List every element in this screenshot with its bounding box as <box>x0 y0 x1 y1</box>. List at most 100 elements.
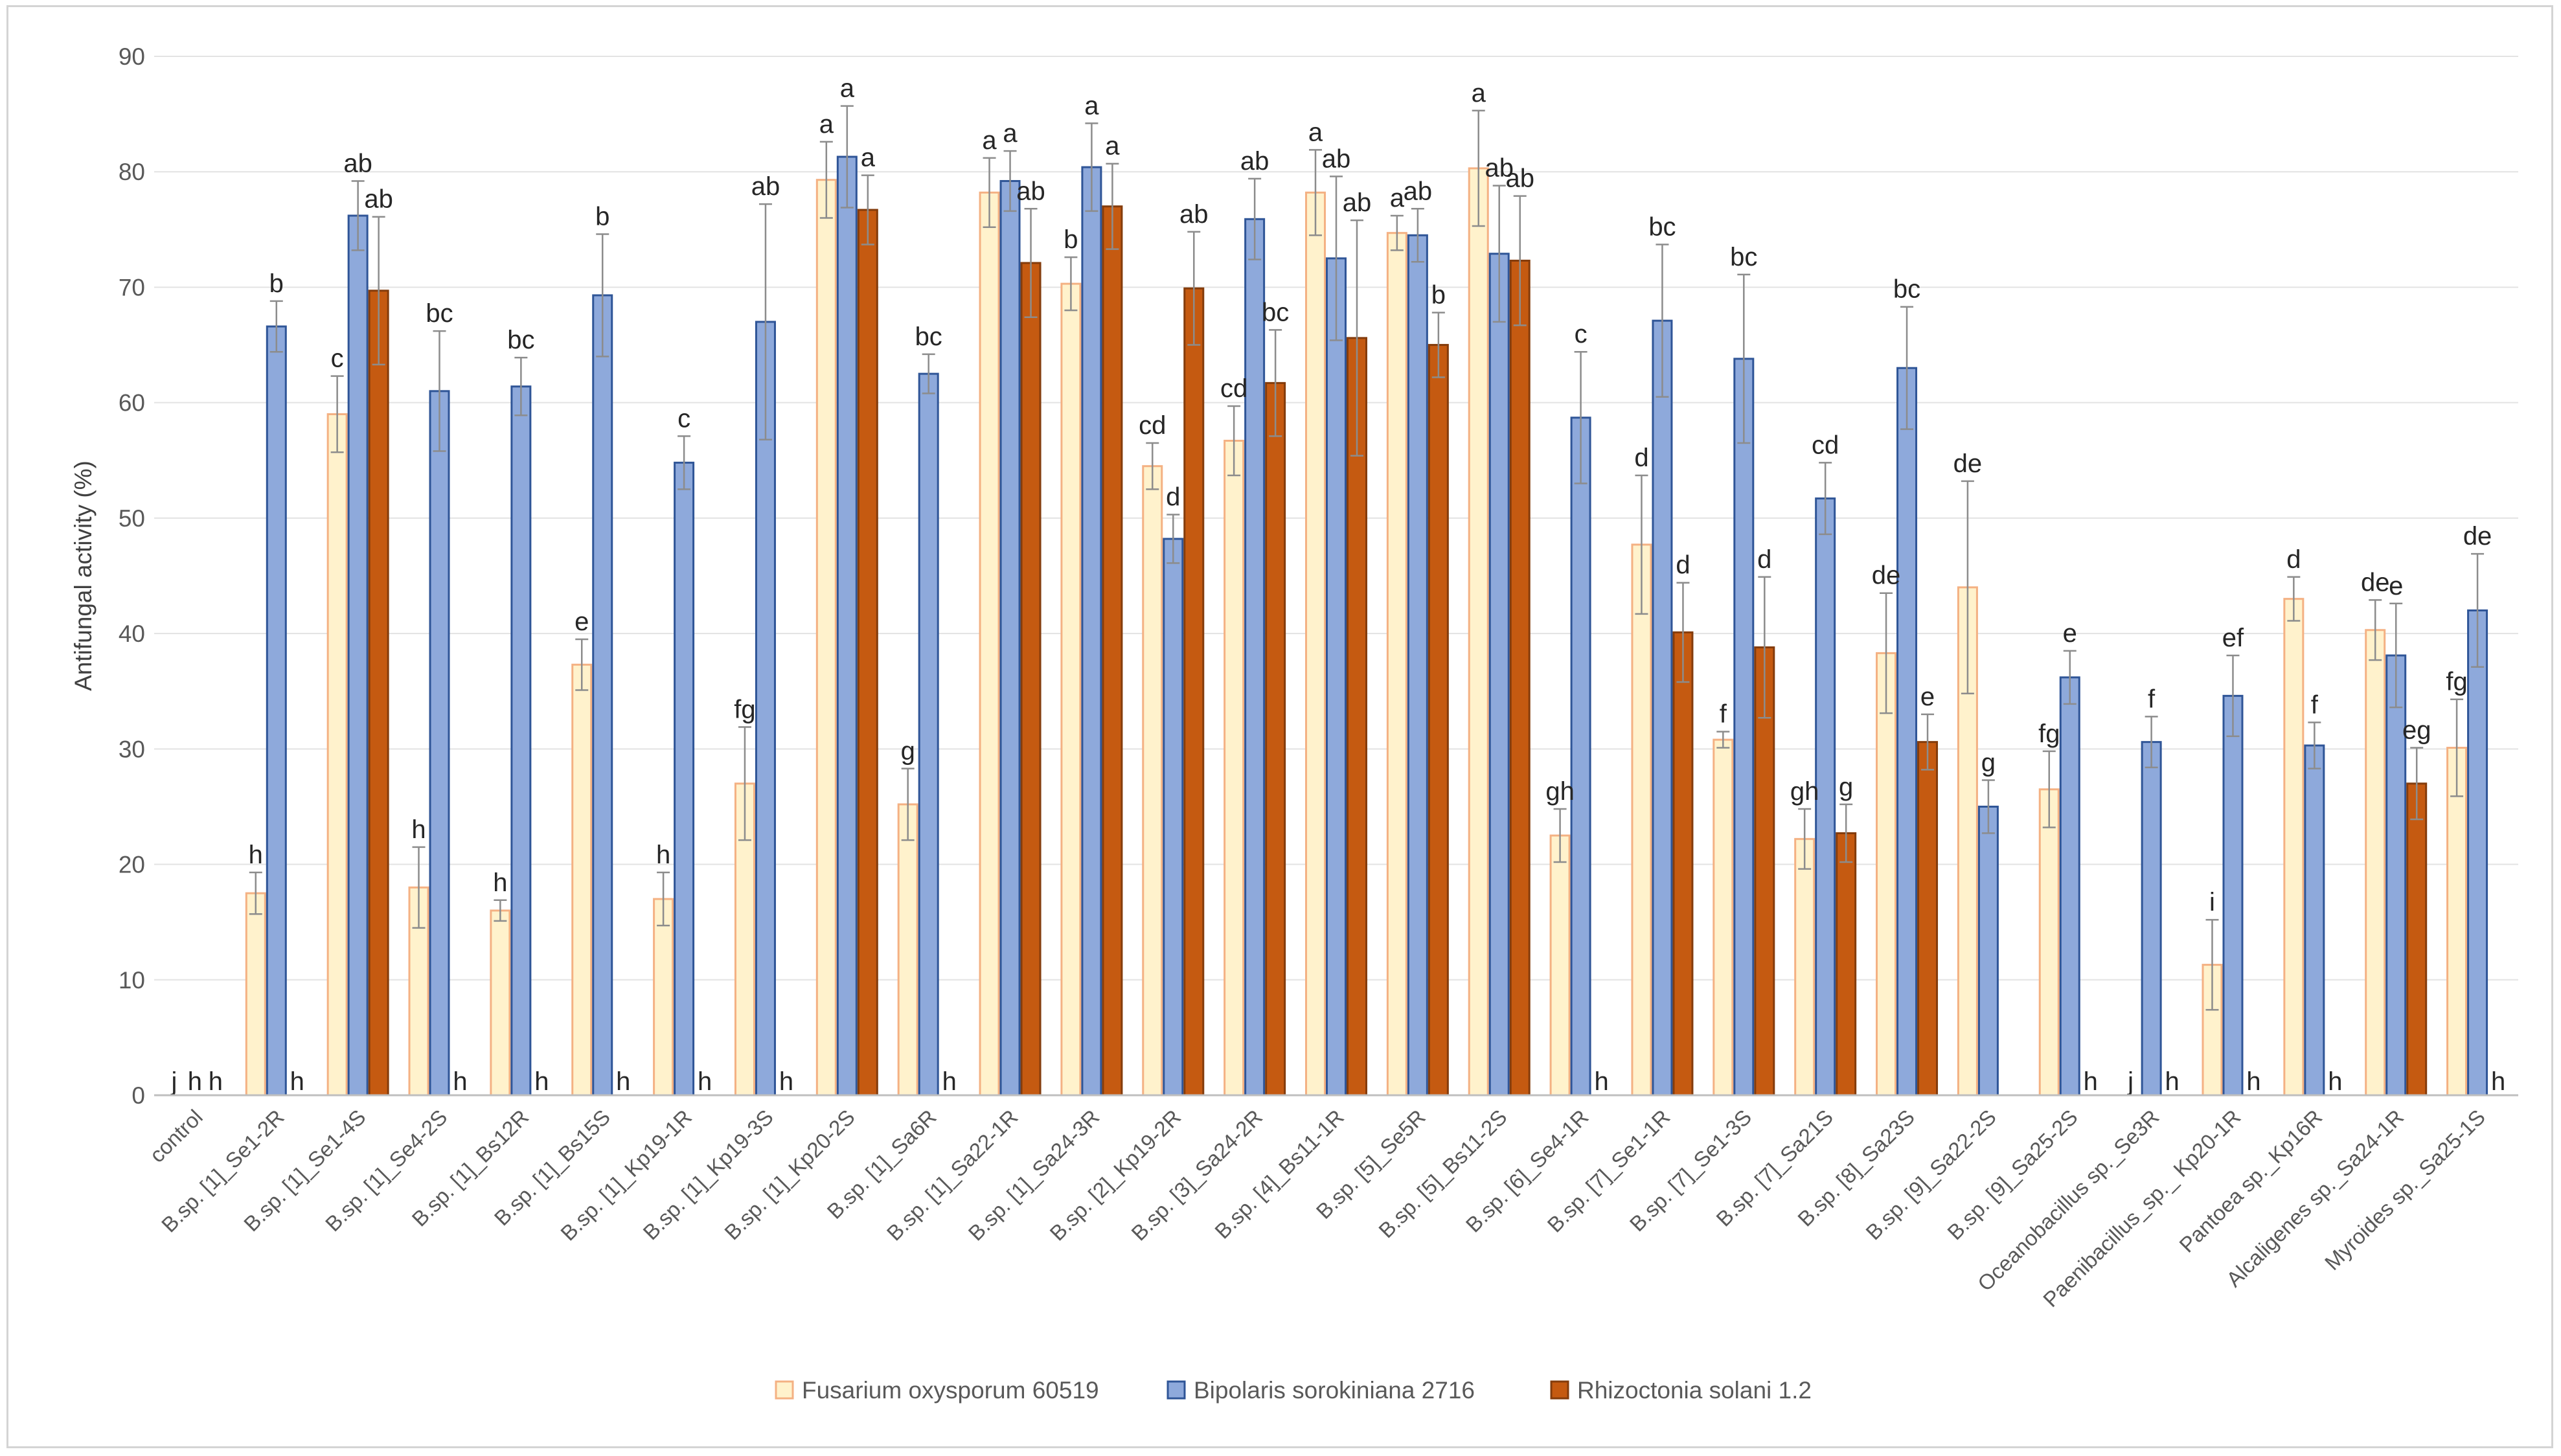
significance-label: ab <box>1343 188 1372 217</box>
significance-label: a <box>982 126 997 155</box>
significance-label: f <box>1720 700 1727 729</box>
bar <box>1713 738 1734 1097</box>
significance-labels: jhchhehfgagabcdcdaaaghdfghdedefgjiddefgh… <box>170 74 2505 1096</box>
significance-label: bc <box>1893 275 1920 304</box>
bar <box>592 294 613 1097</box>
bar <box>2283 598 2305 1097</box>
bar <box>1060 282 1082 1097</box>
bar <box>1183 287 1205 1097</box>
significance-label: gh <box>1790 777 1819 806</box>
bar <box>1081 166 1102 1097</box>
bar <box>1102 205 1123 1097</box>
y-tick-label: 90 <box>119 43 145 70</box>
significance-label: h <box>2165 1067 2179 1096</box>
significance-label: c <box>331 345 344 373</box>
significance-label: ab <box>1322 144 1351 173</box>
significance-label: bc <box>1262 298 1289 326</box>
significance-label: c <box>1575 320 1588 348</box>
significance-label: h <box>779 1067 793 1096</box>
bar <box>510 385 532 1097</box>
significance-label: bc <box>915 323 942 351</box>
y-tick-label: 60 <box>119 390 145 416</box>
bar <box>2385 654 2407 1097</box>
significance-label: h <box>2491 1067 2505 1096</box>
significance-label: cd <box>1220 374 1247 403</box>
legend-label: Fusarium oxysporum 60519 <box>802 1377 1099 1404</box>
significance-label: a <box>1472 79 1486 108</box>
bar <box>1917 741 1939 1097</box>
significance-label: h <box>2328 1067 2342 1096</box>
significance-label: e <box>1920 683 1935 711</box>
significance-label: a <box>819 110 834 139</box>
significance-label: a <box>1390 184 1405 212</box>
bar <box>326 413 348 1097</box>
bar <box>2222 694 2244 1097</box>
significance-label: cd <box>1812 431 1839 459</box>
significance-label: i <box>2209 888 2215 916</box>
bar <box>815 179 837 1097</box>
significance-label: bc <box>426 299 453 328</box>
bar <box>1631 543 1652 1097</box>
bar <box>1794 837 1815 1097</box>
significance-label: ab <box>1179 200 1209 229</box>
y-tick-label: 80 <box>119 159 145 185</box>
significance-label: e <box>2063 619 2077 648</box>
bar <box>2446 747 2468 1097</box>
bar <box>1733 358 1755 1097</box>
significance-label: bc <box>1648 213 1676 242</box>
legend-label: Bipolaris sorokiniana 2716 <box>1194 1377 1475 1404</box>
y-tick-label: 70 <box>119 274 145 301</box>
bar <box>857 209 878 1097</box>
bar <box>1407 234 1428 1097</box>
significance-label: d <box>1634 444 1648 472</box>
significance-label: b <box>1431 281 1446 310</box>
significance-label: h <box>942 1067 957 1096</box>
y-tick-label: 0 <box>131 1082 145 1109</box>
significance-label: de <box>2463 522 2492 551</box>
significance-label: f <box>2148 685 2156 713</box>
bar <box>1326 257 1347 1097</box>
significance-label: a <box>1003 119 1018 148</box>
bar <box>1488 253 1510 1097</box>
significance-label: g <box>1839 773 1853 801</box>
bar <box>836 155 858 1097</box>
y-tick-label: 50 <box>119 505 145 532</box>
significance-label: f <box>2311 690 2319 719</box>
significance-label: h <box>2246 1067 2260 1096</box>
significance-label: a <box>1308 118 1323 146</box>
significance-label: a <box>1084 91 1099 120</box>
y-axis-ticks: 0 10 20 30 40 50 60 70 80 90 <box>119 43 145 1109</box>
significance-label: h <box>2084 1067 2098 1096</box>
significance-label: a <box>840 74 855 103</box>
bar <box>1020 262 1041 1097</box>
significance-label: h <box>290 1067 304 1096</box>
significance-label: b <box>269 269 284 298</box>
significance-label: ab <box>364 185 393 214</box>
significance-label: j <box>170 1067 177 1096</box>
bar <box>1305 191 1326 1097</box>
significance-label: h <box>656 841 670 869</box>
bar <box>2304 744 2325 1097</box>
error-bars <box>249 105 2485 1011</box>
significance-label: g <box>901 737 915 766</box>
bar <box>1428 344 1449 1097</box>
y-tick-label: 10 <box>119 967 145 994</box>
bar <box>1142 465 1163 1097</box>
y-tick-label: 20 <box>119 852 145 878</box>
significance-label: eg <box>2402 716 2431 745</box>
significance-label: h <box>616 1067 630 1096</box>
bar <box>1224 439 1245 1097</box>
significance-label: e <box>575 608 589 636</box>
significance-label: bc <box>507 326 534 354</box>
significance-label: h <box>698 1067 712 1096</box>
significance-label: ab <box>1240 147 1269 176</box>
bar <box>2406 782 2428 1097</box>
significance-label: h <box>209 1067 223 1096</box>
significance-label: ab <box>1404 177 1433 205</box>
significance-label: de <box>1953 449 1983 478</box>
bar <box>2141 741 2162 1097</box>
significance-label: h <box>493 869 507 897</box>
significance-label: h <box>249 841 263 869</box>
bar <box>897 803 918 1097</box>
